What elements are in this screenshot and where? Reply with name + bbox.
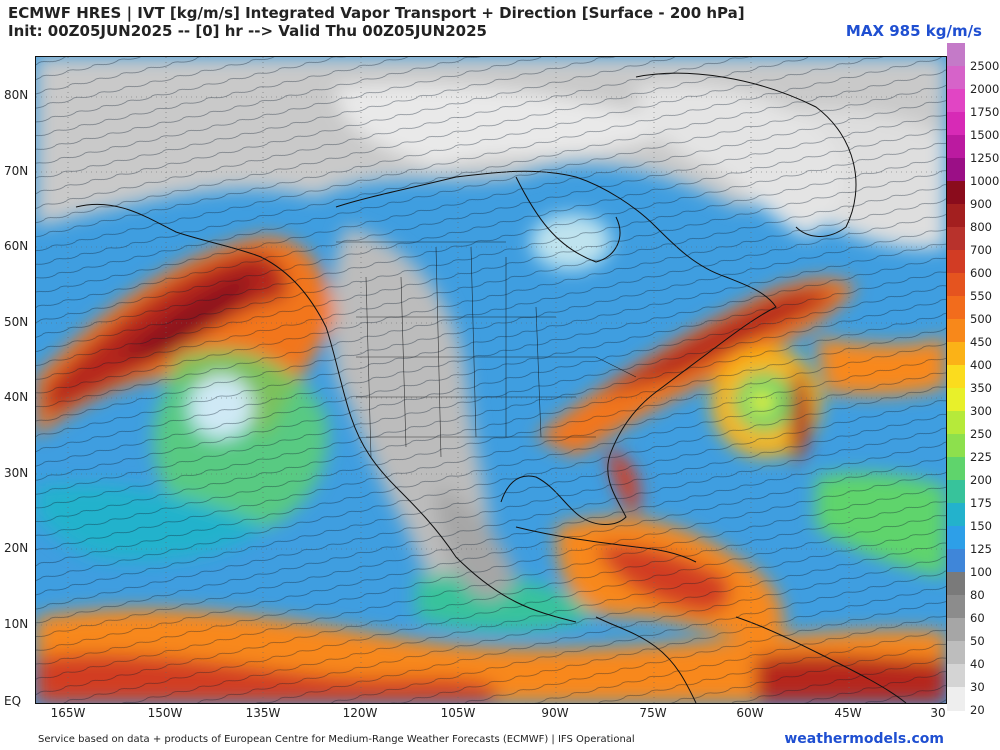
lat-label-80n: 80N xyxy=(4,88,29,102)
colorbar-segment xyxy=(947,618,965,642)
colorbar-tick-label: 550 xyxy=(970,289,992,303)
colorbar-segment xyxy=(947,135,965,159)
colorbar-segment xyxy=(947,411,965,435)
colorbar-segment xyxy=(947,388,965,412)
colorbar-tick-label: 500 xyxy=(970,312,992,326)
colorbar-segment xyxy=(947,687,965,711)
colorbar-tick-label: 30 xyxy=(970,680,985,694)
colorbar-tick-label: 200 xyxy=(970,473,992,487)
colorbar-segment xyxy=(947,503,965,527)
lon-label-120w: 120W xyxy=(342,706,378,720)
colorbar-tick-label: 600 xyxy=(970,266,992,280)
colorbar-tick-label: 50 xyxy=(970,634,985,648)
max-value-label: MAX 985 kg/m/s xyxy=(845,22,982,40)
colorbar-segment xyxy=(947,480,965,504)
lon-label-30w: 30 xyxy=(930,706,946,720)
colorbar-segment xyxy=(947,227,965,251)
colorbar-tick-label: 2000 xyxy=(970,82,1000,96)
graticule xyxy=(36,57,946,703)
colorbar-segment xyxy=(947,434,965,458)
colorbar-tick-label: 80 xyxy=(970,588,985,602)
colorbar-segment xyxy=(947,89,965,113)
colorbar-segment xyxy=(947,250,965,274)
colorbar-tick-label: 400 xyxy=(970,358,992,372)
colorbar-tick-label: 1500 xyxy=(970,128,1000,142)
colorbar-tick-label: 450 xyxy=(970,335,992,349)
lon-label-60w: 60W xyxy=(736,706,764,720)
colorbar-segment xyxy=(947,457,965,481)
colorbar-segment xyxy=(947,641,965,665)
colorbar-tick-label: 1000 xyxy=(970,174,1000,188)
colorbar-tick-label: 20 xyxy=(970,703,985,717)
lat-label-50n: 50N xyxy=(4,315,29,329)
colorbar-segment xyxy=(947,549,965,573)
colorbar-tick-label: 1250 xyxy=(970,151,1000,165)
colorbar-segment xyxy=(947,526,965,550)
colorbar-tick-label: 250 xyxy=(970,427,992,441)
title-line-2: Init: 00Z05JUN2025 -- [0] hr --> Valid T… xyxy=(8,22,487,40)
colorbar-segment xyxy=(947,572,965,596)
coastlines xyxy=(75,72,907,703)
colorbar-segment xyxy=(947,319,965,343)
lon-label-105w: 105W xyxy=(440,706,476,720)
colorbar-tick-label: 900 xyxy=(970,197,992,211)
lon-label-150w: 150W xyxy=(147,706,183,720)
lat-label-70n: 70N xyxy=(4,164,29,178)
colorbar-tick-label: 1750 xyxy=(970,105,1000,119)
colorbar-tick-label: 150 xyxy=(970,519,992,533)
colorbar-segment xyxy=(947,342,965,366)
political-borders xyxy=(336,241,637,458)
colorbar-segment xyxy=(947,365,965,389)
colorbar-segment xyxy=(947,204,965,228)
lat-label-60n: 60N xyxy=(4,239,29,253)
lat-label-20n: 20N xyxy=(4,541,29,555)
colorbar-tick-label: 175 xyxy=(970,496,992,510)
lat-label-40n: 40N xyxy=(4,390,29,404)
brand-link[interactable]: weathermodels.com xyxy=(784,731,944,747)
streamlines xyxy=(36,57,946,703)
colorbar-tick-label: 100 xyxy=(970,565,992,579)
colorbar-segment xyxy=(947,112,965,136)
colorbar-tick-label: 2500 xyxy=(970,59,1000,73)
ivt-colorbar xyxy=(947,43,965,711)
title-line-1: ECMWF HRES | IVT [kg/m/s] Integrated Vap… xyxy=(8,4,745,22)
lat-label-10n: 10N xyxy=(4,617,29,631)
lat-label-30n: 30N xyxy=(4,466,29,480)
colorbar-segment xyxy=(947,273,965,297)
colorbar-segment xyxy=(947,296,965,320)
lon-label-165w: 165W xyxy=(50,706,86,720)
chart-title: ECMWF HRES | IVT [kg/m/s] Integrated Vap… xyxy=(8,4,745,40)
colorbar-segment xyxy=(947,181,965,205)
lon-label-75w: 75W xyxy=(639,706,667,720)
colorbar-tick-label: 700 xyxy=(970,243,992,257)
colorbar-segment xyxy=(947,595,965,619)
colorbar-segment xyxy=(947,66,965,90)
colorbar-tick-label: 125 xyxy=(970,542,992,556)
colorbar-segment xyxy=(947,43,965,67)
colorbar-tick-label: 40 xyxy=(970,657,985,671)
map-canvas xyxy=(36,57,946,703)
colorbar-segment xyxy=(947,664,965,688)
colorbar-tick-label: 300 xyxy=(970,404,992,418)
colorbar-tick-label: 225 xyxy=(970,450,992,464)
lon-label-90w: 90W xyxy=(541,706,569,720)
colorbar-tick-label: 350 xyxy=(970,381,992,395)
colorbar-segment xyxy=(947,158,965,182)
colorbar-tick-label: 800 xyxy=(970,220,992,234)
lon-label-45w: 45W xyxy=(834,706,862,720)
lat-label-eq: EQ xyxy=(4,694,22,708)
colorbar-tick-label: 60 xyxy=(970,611,985,625)
data-credit: Service based on data + products of Euro… xyxy=(38,734,635,745)
ivt-map xyxy=(35,56,947,704)
lon-label-135w: 135W xyxy=(245,706,281,720)
